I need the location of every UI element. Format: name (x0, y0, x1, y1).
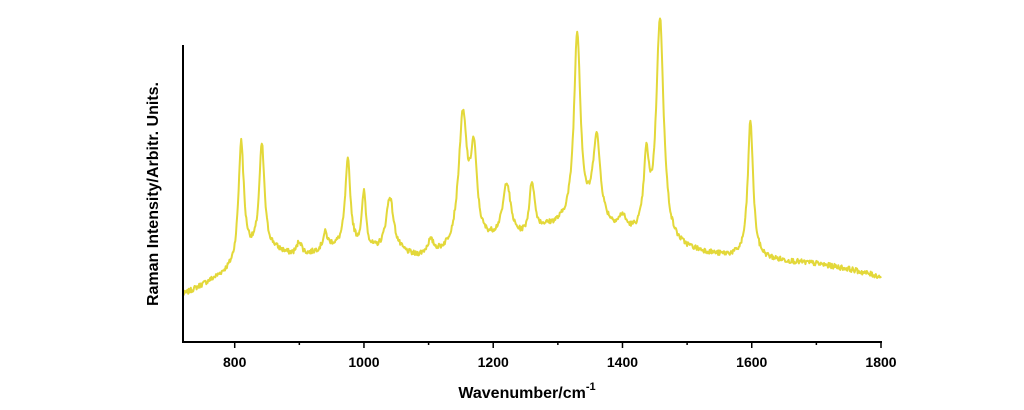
x-tick-label: 1800 (865, 354, 896, 370)
x-tick-label: 1400 (607, 354, 638, 370)
x-tick-label: 1600 (736, 354, 767, 370)
x-tick-label: 1000 (348, 354, 379, 370)
x-axis-ticks: 800 1000 1200 1400 1600 1800 (223, 342, 897, 370)
y-axis-label: Raman Intensity/Arbitr. Units. (145, 82, 162, 306)
x-tick-label: 1200 (478, 354, 509, 370)
x-tick-label: 800 (223, 354, 247, 370)
spectrum-series-line (182, 17, 882, 296)
x-axis-label-text: Wavenumber/cm (458, 385, 585, 402)
x-axis-label: Wavenumber/cm-1 (458, 381, 595, 402)
plot-area (182, 17, 882, 296)
x-axis-label-superscript: -1 (586, 381, 596, 393)
